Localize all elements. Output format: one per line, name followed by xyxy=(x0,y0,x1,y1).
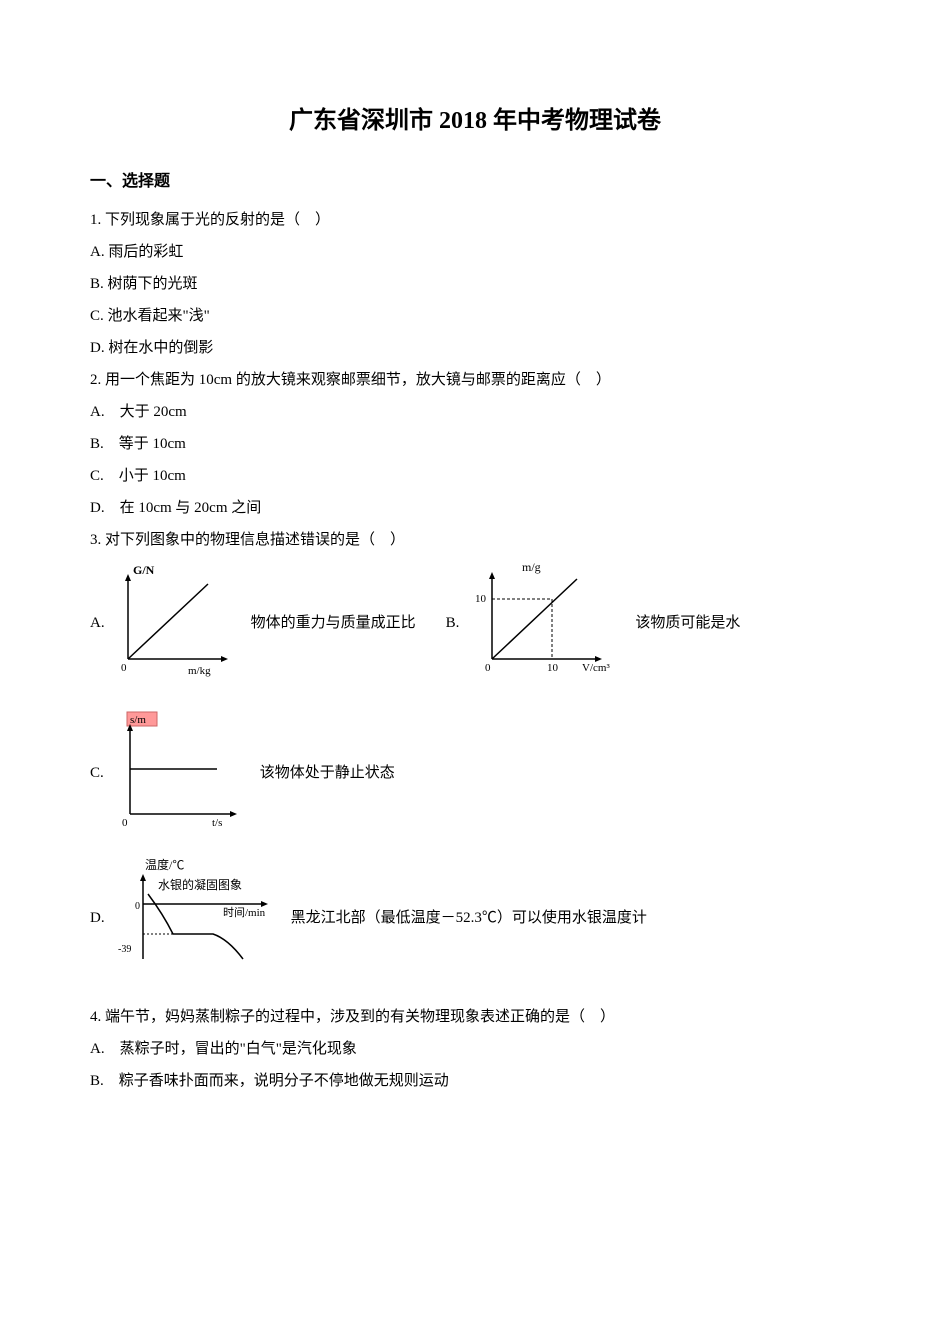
question-2: 2. 用一个焦距为 10cm 的放大镜来观察邮票细节，放大镜与邮票的距离应（ ） xyxy=(90,367,860,394)
q1-option-d: D. 树在水中的倒影 xyxy=(90,335,860,362)
q3-option-a-block: A. G/N 0 m/kg 物体的重力与质量成正比 xyxy=(90,559,416,689)
q2-option-a: A. 大于 20cm xyxy=(90,399,860,426)
chart-b-ylabel: m/g xyxy=(522,560,541,574)
svg-text:时间/min: 时间/min xyxy=(223,906,266,919)
svg-text:-39: -39 xyxy=(118,944,131,955)
svg-text:m/kg: m/kg xyxy=(188,665,211,677)
chart-d: 温度/℃ 水银的凝固图象 0 -39 时间/min xyxy=(113,854,283,984)
q4-option-b: B. 粽子香味扑面而来，说明分子不停地做无规则运动 xyxy=(90,1068,860,1095)
svg-text:0: 0 xyxy=(121,662,127,674)
q3-c-text: 该物体处于静止状态 xyxy=(260,760,395,787)
question-4: 4. 端午节，妈妈蒸制粽子的过程中，涉及到的有关物理现象表述正确的是（ ） xyxy=(90,1004,860,1031)
q4-option-a: A. 蒸粽子时，冒出的"白气"是汽化现象 xyxy=(90,1036,860,1063)
q3-c-label: C. xyxy=(90,760,104,787)
svg-text:水银的凝固图象: 水银的凝固图象 xyxy=(158,877,242,892)
q3-d-label: D. xyxy=(90,905,105,932)
chart-a: G/N 0 m/kg xyxy=(113,559,243,689)
q3-d-text: 黑龙江北部（最低温度－52.3℃）可以使用水银温度计 xyxy=(291,905,647,932)
q1-option-c: C. 池水看起来"浅" xyxy=(90,303,860,330)
q2-option-b: B. 等于 10cm xyxy=(90,431,860,458)
exam-title: 广东省深圳市 2018 年中考物理试卷 xyxy=(90,100,860,143)
chart-a-ylabel: G/N xyxy=(133,563,155,577)
svg-text:0: 0 xyxy=(485,662,491,674)
q3-b-text: 该物质可能是水 xyxy=(635,610,740,637)
q3-a-text: 物体的重力与质量成正比 xyxy=(251,610,416,637)
q3-b-label: B. xyxy=(446,610,460,637)
chart-b: m/g 10 0 10 V/cm³ xyxy=(467,559,627,689)
section-heading: 一、选择题 xyxy=(90,168,860,197)
svg-text:0: 0 xyxy=(135,901,140,912)
svg-text:10: 10 xyxy=(547,662,559,674)
chart-c: s/m 0 t/s xyxy=(112,704,252,844)
q1-option-a: A. 雨后的彩虹 xyxy=(90,239,860,266)
q3-row-ab: A. G/N 0 m/kg 物体的重力与质量成正比 B. m/g xyxy=(90,559,860,689)
q2-option-d: D. 在 10cm 与 20cm 之间 xyxy=(90,495,860,522)
svg-text:t/s: t/s xyxy=(212,817,222,829)
svg-text:10: 10 xyxy=(475,593,487,605)
q3-option-c-block: C. s/m 0 t/s 该物体处于静止状态 xyxy=(90,704,860,844)
q2-option-c: C. 小于 10cm xyxy=(90,463,860,490)
q3-option-b-block: B. m/g 10 0 10 V/cm³ 该物质可能是水 xyxy=(446,559,741,689)
question-3: 3. 对下列图象中的物理信息描述错误的是（ ） xyxy=(90,527,860,554)
q3-option-d-block: D. 温度/℃ 水银的凝固图象 0 -39 时间/min 黑龙江北部（最低温度－… xyxy=(90,854,860,984)
svg-text:0: 0 xyxy=(122,817,128,829)
svg-text:s/m: s/m xyxy=(130,714,146,726)
q3-a-label: A. xyxy=(90,610,105,637)
question-1: 1. 下列现象属于光的反射的是（ ） xyxy=(90,207,860,234)
svg-text:温度/℃: 温度/℃ xyxy=(145,857,184,872)
q1-option-b: B. 树荫下的光斑 xyxy=(90,271,860,298)
svg-text:V/cm³: V/cm³ xyxy=(582,662,610,674)
